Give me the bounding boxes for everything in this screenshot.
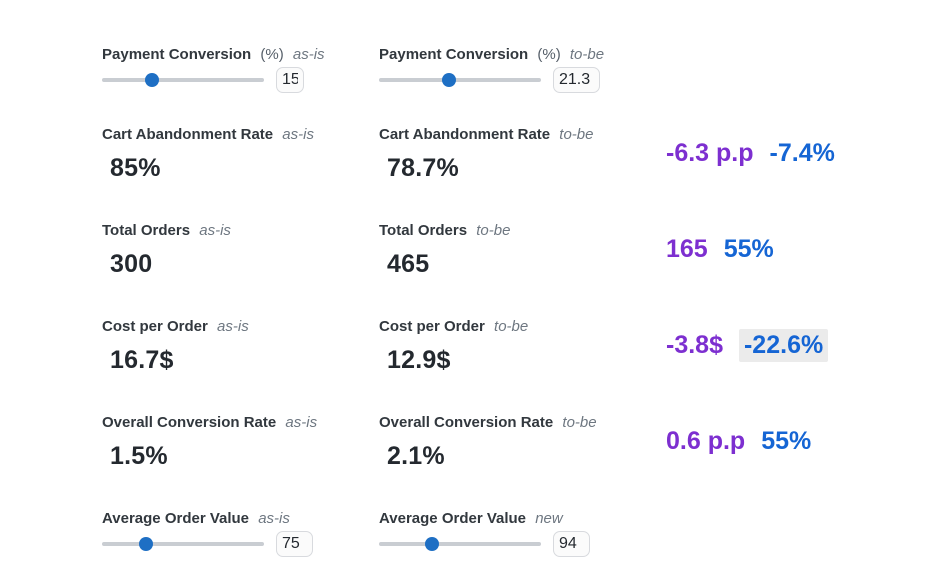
metric-value: 85% [110,154,161,182]
cost-per-order-delta: -3.8$ -22.6% [656,316,940,374]
metric-label: Cost per Order as-is [102,316,379,338]
payment-conversion-as-is-input[interactable] [276,67,304,93]
slider-track[interactable] [379,542,541,546]
cart-abandonment-delta: -6.3 p.p -7.4% [656,124,940,182]
overall-conversion-delta: 0.6 p.p 55% [656,412,940,470]
average-order-value-as-is-slider[interactable] [102,530,264,558]
row-payment-conversion: Payment Conversion (%) as-is Payment Con… [102,44,940,94]
delta-relative: 55% [761,426,812,455]
metric-value: 16.7$ [110,346,174,374]
average-order-value-as-is-control: Average Order Value as-is [102,508,379,558]
calculator-panel: Payment Conversion (%) as-is Payment Con… [102,44,940,558]
label-text: Total Orders [379,222,468,239]
slider-track[interactable] [102,78,264,82]
slider-thumb[interactable] [145,73,160,87]
label-variant: new [535,510,563,527]
label-unit: (%) [537,46,561,63]
row-overall-conversion-rate: Overall Conversion Rate as-is 1.5% Overa… [102,412,940,470]
payment-conversion-as-is-slider[interactable] [102,66,264,94]
label-text: Cost per Order [379,318,485,335]
payment-conversion-to-be-input[interactable] [553,67,600,93]
metric-value: 300 [110,250,153,278]
row-cart-abandonment-rate: Cart Abandonment Rate as-is 85% Cart Aba… [102,124,940,182]
overall-conversion-to-be: Overall Conversion Rate to-be 2.1% [379,412,656,470]
delta-absolute: 0.6 p.p [666,426,746,455]
delta-relative: -7.4% [769,138,835,167]
metric-value: 465 [387,250,430,278]
label-text: Total Orders [102,222,191,239]
overall-conversion-as-is: Overall Conversion Rate as-is 1.5% [102,412,379,470]
metric-label: Payment Conversion (%) to-be [379,44,656,66]
label-variant: as-is [199,222,231,239]
label-variant: as-is [285,414,318,431]
payment-conversion-as-is-control: Payment Conversion (%) as-is [102,44,379,94]
slider-track[interactable] [102,542,264,546]
slider-thumb[interactable] [425,537,440,551]
label-variant: to-be [569,46,605,63]
cart-abandonment-as-is: Cart Abandonment Rate as-is 85% [102,124,379,182]
label-variant: to-be [494,318,529,335]
slider-thumb[interactable] [441,73,456,87]
label-variant: to-be [559,126,594,143]
average-order-value-as-is-input[interactable] [276,531,313,557]
slider-controls [379,66,656,94]
label-text: Average Order Value [379,510,527,527]
metric-label: Total Orders as-is [102,220,379,242]
slider-controls [102,530,379,558]
delta-absolute: -6.3 p.p [666,138,754,167]
payment-conversion-to-be-slider[interactable] [379,66,541,94]
metric-label: Cart Abandonment Rate as-is [102,124,379,146]
label-variant: as-is [292,46,325,63]
label-text: Cost per Order [102,318,208,335]
payment-conversion-to-be-control: Payment Conversion (%) to-be [379,44,656,94]
average-order-value-new-input[interactable] [553,531,590,557]
label-text: Cart Abandonment Rate [102,126,274,143]
metric-label: Payment Conversion (%) as-is [102,44,379,66]
metric-value: 12.9$ [387,346,451,374]
metric-label: Cost per Order to-be [379,316,656,338]
cost-per-order-to-be: Cost per Order to-be 12.9$ [379,316,656,374]
label-text: Payment Conversion [102,46,252,63]
delta-absolute: -3.8$ [666,330,723,359]
slider-thumb[interactable] [138,537,153,551]
metric-label: Average Order Value as-is [102,508,379,530]
label-text: Overall Conversion Rate [379,414,554,431]
slider-controls [379,530,656,558]
row-average-order-value: Average Order Value as-is Average Order … [102,508,940,558]
label-text: Overall Conversion Rate [102,414,277,431]
average-order-value-new-slider[interactable] [379,530,541,558]
delta-relative: 55% [723,234,774,263]
total-orders-delta: 165 55% [656,220,940,278]
delta-relative-highlighted: -22.6% [738,328,829,362]
label-unit: (%) [260,46,284,63]
label-variant: as-is [258,510,290,527]
label-variant: as-is [217,318,249,335]
label-variant: to-be [476,222,511,239]
row-cost-per-order: Cost per Order as-is 16.7$ Cost per Orde… [102,316,940,374]
cart-abandonment-to-be: Cart Abandonment Rate to-be 78.7% [379,124,656,182]
total-orders-as-is: Total Orders as-is 300 [102,220,379,278]
label-text: Cart Abandonment Rate [379,126,551,143]
slider-controls [102,66,379,94]
metric-label: Cart Abandonment Rate to-be [379,124,656,146]
label-text: Payment Conversion [379,46,529,63]
metric-value: 1.5% [110,442,168,470]
metric-label: Overall Conversion Rate to-be [379,412,656,434]
metric-label: Overall Conversion Rate as-is [102,412,379,434]
row-total-orders: Total Orders as-is 300 Total Orders to-b… [102,220,940,278]
label-variant: to-be [562,414,597,431]
average-order-value-new-control: Average Order Value new [379,508,656,558]
metric-value: 78.7% [387,154,459,182]
metric-value: 2.1% [387,442,445,470]
slider-track[interactable] [379,78,541,82]
label-variant: as-is [282,126,314,143]
label-text: Average Order Value [102,510,250,527]
metric-label: Total Orders to-be [379,220,656,242]
metric-label: Average Order Value new [379,508,656,530]
delta-absolute: 165 [666,234,708,263]
cost-per-order-as-is: Cost per Order as-is 16.7$ [102,316,379,374]
total-orders-to-be: Total Orders to-be 465 [379,220,656,278]
